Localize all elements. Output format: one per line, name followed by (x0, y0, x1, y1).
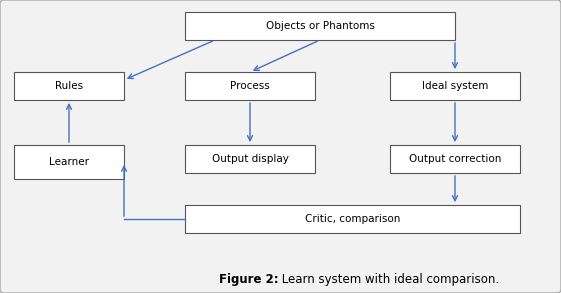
Text: Learn system with ideal comparison.: Learn system with ideal comparison. (278, 272, 500, 285)
Text: Objects or Phantoms: Objects or Phantoms (265, 21, 374, 31)
FancyBboxPatch shape (390, 72, 520, 100)
Text: Rules: Rules (55, 81, 83, 91)
Text: Ideal system: Ideal system (422, 81, 488, 91)
FancyBboxPatch shape (14, 145, 124, 179)
Text: Learner: Learner (49, 157, 89, 167)
FancyBboxPatch shape (14, 72, 124, 100)
Text: Figure 2:: Figure 2: (219, 272, 278, 285)
FancyBboxPatch shape (390, 145, 520, 173)
FancyBboxPatch shape (185, 72, 315, 100)
Text: Output correction: Output correction (409, 154, 501, 164)
FancyBboxPatch shape (185, 205, 520, 233)
Text: Critic, comparison: Critic, comparison (305, 214, 400, 224)
FancyBboxPatch shape (185, 12, 455, 40)
Text: Process: Process (230, 81, 270, 91)
Text: Output display: Output display (211, 154, 288, 164)
FancyBboxPatch shape (185, 145, 315, 173)
